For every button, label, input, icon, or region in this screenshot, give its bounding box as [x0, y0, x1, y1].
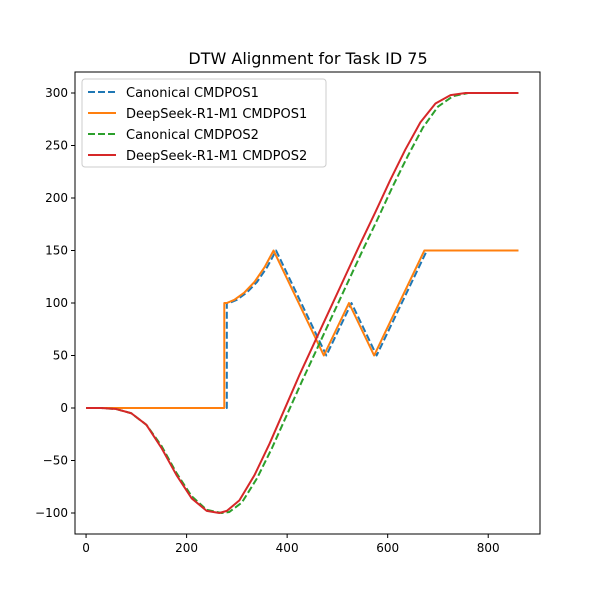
y-tick-label: 200: [45, 191, 68, 205]
x-tick-label: 600: [376, 541, 399, 555]
y-tick-label: 250: [45, 139, 68, 153]
x-axis: 0 200 400 600 800: [82, 534, 500, 555]
legend-label-3: DeepSeek-R1-M1 CMDPOS2: [126, 149, 307, 164]
x-tick-label: 400: [276, 541, 299, 555]
y-axis: −100 −50 0 50 100 150 200 250 300: [35, 86, 75, 520]
series-line-3: [86, 92, 519, 514]
x-tick-label: 200: [175, 541, 198, 555]
series-line-1: [86, 249, 519, 409]
y-tick-label: −50: [43, 454, 68, 468]
legend-box: [81, 78, 327, 168]
legend-label-2: Canonical CMDPOS2: [126, 128, 259, 143]
plot-lines: [86, 92, 519, 514]
y-tick-label: −100: [35, 506, 68, 520]
chart-title: DTW Alignment for Task ID 75: [188, 49, 427, 68]
legend: Canonical CMDPOS1 DeepSeek-R1-M1 CMDPOS1 C…: [81, 78, 327, 168]
y-tick-label: 0: [60, 401, 68, 415]
y-tick-label: 50: [53, 349, 68, 363]
x-tick-label: 800: [477, 541, 500, 555]
x-tick-label: 0: [82, 541, 90, 555]
y-tick-label: 150: [45, 244, 68, 258]
legend-label-1: DeepSeek-R1-M1 CMDPOS1: [126, 107, 307, 122]
y-tick-label: 300: [45, 86, 68, 100]
legend-label-0: Canonical CMDPOS1: [126, 86, 259, 101]
y-tick-label: 100: [45, 296, 68, 310]
series-line-0: [86, 249, 519, 409]
